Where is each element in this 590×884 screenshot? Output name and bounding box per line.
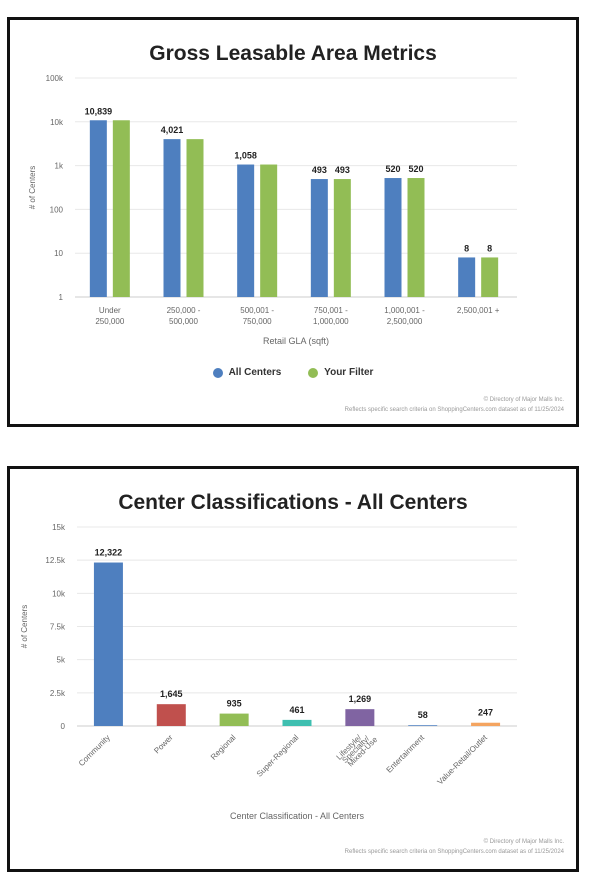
x-tick-label: Entertainment bbox=[385, 733, 427, 775]
bar bbox=[163, 139, 181, 297]
data-label: 8 bbox=[487, 243, 492, 253]
data-label: 247 bbox=[478, 708, 493, 718]
bar bbox=[112, 120, 130, 297]
chart-title: Gross Leasable Area Metrics bbox=[149, 42, 437, 65]
legend-dot-icon bbox=[212, 367, 223, 378]
y-axis-label: # of Centers bbox=[20, 605, 29, 649]
bar bbox=[310, 179, 328, 297]
legend-label: All Centers bbox=[228, 367, 282, 378]
x-tick-label: Community bbox=[77, 733, 112, 768]
data-label: 12,322 bbox=[95, 548, 123, 558]
bar bbox=[219, 713, 249, 726]
bar bbox=[384, 178, 402, 297]
x-tick-label: 2,500,000 bbox=[387, 317, 423, 326]
bar bbox=[408, 725, 438, 726]
bar bbox=[237, 164, 255, 297]
credit-line: Reflects specific search criteria on Sho… bbox=[344, 849, 564, 855]
classification-chart-svg: 0 2.5k 5k 7.5k 10k 12.5k 15k # of Centers 12,322… bbox=[20, 523, 517, 821]
x-axis-label: Retail GLA (sqft) bbox=[263, 336, 329, 346]
data-label: 935 bbox=[227, 699, 242, 709]
x-tick-label: 250,000 - bbox=[167, 306, 201, 315]
x-tick-label: Power bbox=[152, 733, 175, 756]
legend-item-all-centers[interactable]: All Centers bbox=[212, 367, 282, 378]
y-tick-label: 100 bbox=[50, 205, 64, 214]
y-tick-label: 10k bbox=[52, 589, 66, 598]
bar bbox=[93, 562, 123, 726]
x-tick-label: Super-Regional bbox=[255, 733, 301, 779]
data-label: 520 bbox=[385, 164, 400, 174]
x-tick-label: 1,000,000 bbox=[313, 317, 349, 326]
y-axis-label: # of Centers bbox=[28, 166, 37, 210]
y-tick-label: 1k bbox=[55, 162, 64, 171]
data-label: 493 bbox=[312, 165, 327, 175]
bar bbox=[156, 704, 186, 726]
gla-chart-panel: Gross Leasable Area Metrics 1 10 100 1k 10k 1… bbox=[7, 17, 579, 427]
x-tick-label: 500,000 bbox=[169, 317, 198, 326]
bar bbox=[458, 257, 476, 297]
bar bbox=[89, 120, 107, 297]
data-label: 1,269 bbox=[349, 694, 372, 704]
x-tick-label: 750,001 - bbox=[314, 306, 348, 315]
chart-legend: All Centers Your Filter bbox=[10, 367, 576, 381]
data-label: 58 bbox=[418, 710, 428, 720]
y-tick-label: 15k bbox=[52, 523, 66, 532]
x-tick-label: 2,500,001 + bbox=[457, 306, 500, 315]
y-tick-label: 10 bbox=[54, 249, 63, 258]
data-label: 1,645 bbox=[160, 689, 183, 699]
bar bbox=[186, 139, 204, 297]
legend-dot-icon bbox=[308, 367, 319, 378]
data-label: 520 bbox=[408, 164, 423, 174]
gla-chart-svg: 1 10 100 1k 10k 100k # of Centers 10,839 Under 25… bbox=[28, 74, 517, 346]
y-tick-label: 7.5k bbox=[50, 623, 66, 632]
chart-title: Center Classifications - All Centers bbox=[118, 491, 468, 514]
credit-line: © Directory of Major Malls Inc. bbox=[483, 397, 564, 403]
legend-label: Your Filter bbox=[324, 367, 374, 378]
data-label: 10,839 bbox=[85, 106, 113, 116]
x-tick-label: 750,000 bbox=[243, 317, 272, 326]
legend-item-your-filter[interactable]: Your Filter bbox=[308, 367, 373, 378]
x-tick-label: 1,000,001 - bbox=[384, 306, 425, 315]
bar bbox=[333, 179, 351, 297]
y-tick-label: 1 bbox=[59, 293, 64, 302]
bar bbox=[282, 719, 312, 726]
data-label: 461 bbox=[289, 705, 304, 715]
classification-chart-panel: Center Classifications - All Centers 0 2.… bbox=[7, 466, 579, 872]
y-tick-label: 12.5k bbox=[45, 556, 66, 565]
bar bbox=[481, 257, 499, 297]
data-label: 493 bbox=[335, 165, 350, 175]
x-tick-label: Under bbox=[99, 306, 121, 315]
y-tick-label: 100k bbox=[46, 74, 64, 83]
chart-credit: © Directory of Major Malls Inc. Reflects… bbox=[345, 837, 564, 857]
data-label: 8 bbox=[464, 243, 469, 253]
bar bbox=[471, 722, 501, 726]
data-label: 4,021 bbox=[161, 125, 184, 135]
y-tick-label: 10k bbox=[50, 118, 64, 127]
y-tick-label: 2.5k bbox=[50, 689, 66, 698]
y-tick-label: 5k bbox=[57, 656, 66, 665]
bar bbox=[345, 709, 375, 726]
x-tick-label: 250,000 bbox=[95, 317, 124, 326]
bar bbox=[260, 164, 278, 297]
data-label: 1,058 bbox=[234, 151, 257, 161]
x-tick-label: Regional bbox=[209, 733, 238, 762]
bar bbox=[407, 178, 425, 297]
x-tick-label: 500,001 - bbox=[240, 306, 274, 315]
credit-line: Reflects specific search criteria on Sho… bbox=[344, 407, 564, 413]
credit-line: © Directory of Major Malls Inc. bbox=[483, 839, 564, 845]
chart-credit: © Directory of Major Malls Inc. Reflects… bbox=[345, 395, 564, 415]
x-axis-label: Center Classification - All Centers bbox=[230, 811, 365, 821]
y-tick-label: 0 bbox=[61, 722, 66, 731]
x-tick-label: Value-Retail/Outlet bbox=[436, 733, 490, 787]
